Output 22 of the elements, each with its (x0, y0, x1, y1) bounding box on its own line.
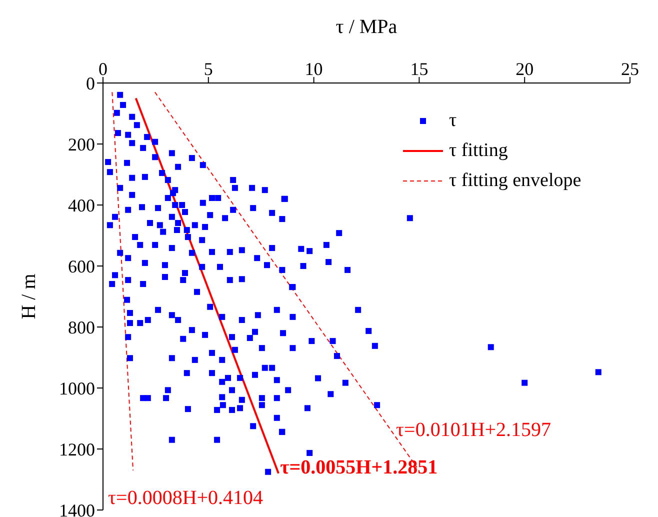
y-tick-label: 1000 (59, 378, 95, 398)
y-tick-label: 400 (68, 195, 95, 216)
y-tick-label: 800 (68, 317, 95, 338)
y-axis-title: H / m (18, 273, 40, 320)
x-tick-label: 25 (621, 59, 639, 79)
annotation: τ=0.0055H+1.2851 (280, 456, 438, 478)
annotation: τ=0.0008H+0.4104 (108, 487, 264, 509)
y-tick-label: 600 (68, 256, 95, 276)
legend-label: τ fitting envelope (449, 169, 582, 193)
y-tick-label: 1200 (59, 439, 95, 460)
legend-label: τ (449, 109, 457, 133)
y-tick-label: 0 (86, 73, 95, 94)
y-tick-label: 1400 (59, 500, 95, 517)
x-tick-label: 20 (516, 59, 534, 79)
x-axis-title: τ / MPa (336, 16, 398, 38)
x-tick-label: 10 (304, 59, 323, 79)
legend-label: τ fitting (449, 139, 508, 163)
x-tick-label: 5 (204, 59, 213, 79)
annotation: τ=0.0101H+2.1597 (396, 419, 552, 441)
x-tick-label: 0 (98, 59, 108, 79)
x-tick-label: 15 (410, 59, 428, 79)
y-tick-label: 200 (68, 134, 95, 154)
